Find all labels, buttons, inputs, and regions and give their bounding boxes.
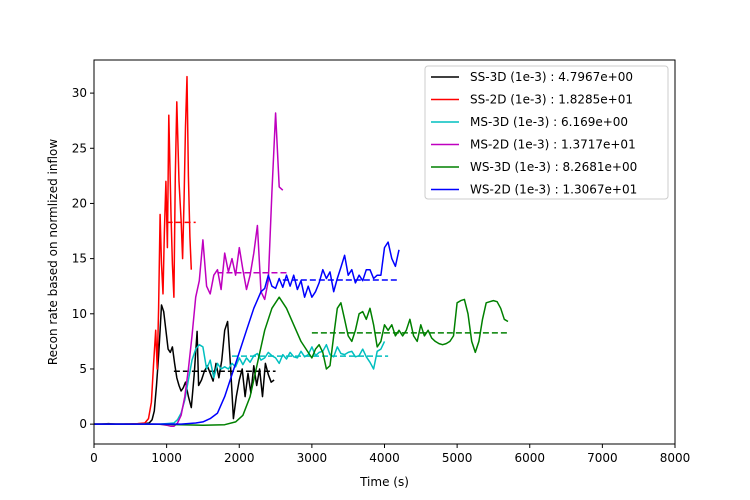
x-tick-label: 7000 [587,451,618,465]
series-line-ws-3d [94,296,509,426]
series-line-ss-2d [94,75,193,425]
y-ticks: 0 5 10 15 20 25 30 [72,86,94,431]
y-tick-label: 10 [72,307,87,321]
x-tick-label: 0 [90,451,98,465]
x-tick-label: 2000 [224,451,255,465]
y-axis-label: Recon rate based on normlized inflow [46,139,60,366]
x-tick-label: 4000 [369,451,400,465]
x-tick-label: 8000 [660,451,691,465]
series-line-ws-2d [94,241,400,425]
legend-box [424,65,669,200]
x-tick-label: 1000 [151,451,182,465]
x-tick-label: 6000 [514,451,545,465]
x-ticks: 0 1000 2000 3000 4000 5000 6000 7000 8000 [90,444,690,465]
y-tick-label: 20 [72,196,87,210]
legend: SS-3D (1e-3) : 4.7967e+00 SS-2D (1e-3) : … [424,65,669,200]
y-tick-label: 15 [72,252,87,266]
legend-label-ms-3d: MS-3D (1e-3) : 6.169e+00 [470,115,628,129]
x-tick-label: 3000 [297,451,328,465]
x-axis-label: Time (s) [359,475,409,489]
x-tick-label: 5000 [442,451,473,465]
y-tick-label: 30 [72,86,87,100]
series-line-ms-2d [94,112,284,428]
y-tick-label: 5 [79,362,87,376]
legend-label-ss-2d: SS-2D (1e-3) : 1.8285e+01 [470,93,633,107]
y-tick-label: 25 [72,141,87,155]
legend-label-ws-3d: WS-3D (1e-3) : 8.2681e+00 [470,160,637,174]
legend-label-ss-3d: SS-3D (1e-3) : 4.7967e+00 [470,70,633,84]
series-line-ms-3d [94,341,386,425]
y-tick-label: 0 [79,417,87,431]
legend-label-ms-2d: MS-2D (1e-3) : 1.3717e+01 [470,138,636,152]
series-line-ss-3d [94,304,275,425]
series-lines [94,75,509,428]
legend-label-ws-2d: WS-2D (1e-3) : 1.3067e+01 [470,183,637,197]
